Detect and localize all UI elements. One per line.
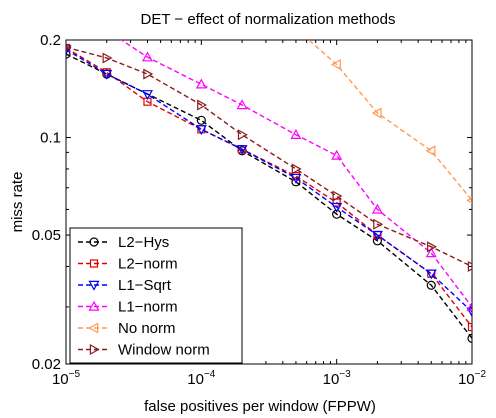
legend-entry: L2−norm — [78, 256, 178, 273]
data-point-circle — [66, 49, 71, 59]
legend-entry: L1−Sqrt — [78, 277, 172, 294]
series-window-norm — [66, 44, 472, 272]
x-axis-label: false positives per window (FPPW) — [144, 398, 376, 415]
data-point-triangle-down — [66, 45, 72, 56]
data-point-circle — [291, 177, 301, 187]
data-point-circle — [196, 115, 206, 125]
data-point-triangle-left — [371, 107, 382, 119]
data-point-triangle-up — [331, 149, 343, 160]
data-point-circle — [467, 333, 472, 343]
y-axis-label: miss rate — [9, 172, 26, 233]
data-point-square — [89, 259, 99, 268]
data-point-triangle-down — [371, 230, 383, 241]
series-line — [120, 40, 472, 308]
series-line — [307, 40, 472, 201]
data-point-triangle-up — [62, 0, 71, 7]
data-point-triangle-down — [88, 280, 100, 291]
y-tick-label: 0.02 — [32, 356, 61, 373]
data-point-triangle-down — [466, 307, 472, 318]
data-point-triangle-right — [197, 99, 208, 111]
data-point-triangle-right — [427, 241, 437, 253]
x-tick-label: 10−5 — [52, 369, 81, 388]
data-point-triangle-up — [290, 129, 302, 139]
data-point-square — [467, 322, 472, 332]
data-point-triangle-down — [425, 269, 437, 280]
legend-entry: No norm — [78, 320, 176, 337]
series-line — [66, 46, 472, 268]
series-line — [66, 48, 472, 313]
data-point-triangle-right — [237, 129, 248, 141]
data-point-triangle-left — [425, 145, 436, 157]
data-point-triangle-up — [141, 51, 153, 62]
data-point-triangle-up — [466, 301, 472, 312]
data-point-triangle-down — [195, 125, 207, 136]
legend-label: L2−Hys — [118, 234, 169, 251]
data-point-triangle-right — [291, 163, 302, 175]
data-point-circle — [332, 209, 342, 219]
series-layer — [62, 0, 472, 343]
data-point-triangle-left — [466, 197, 472, 204]
legend-label: L1−Sqrt — [118, 277, 172, 294]
data-point-triangle-right — [332, 190, 343, 202]
data-point-triangle-down — [101, 69, 113, 80]
data-point-triangle-up — [425, 247, 437, 258]
data-point-triangle-up — [88, 300, 100, 311]
data-point-circle — [89, 237, 99, 247]
data-point-triangle-right — [66, 44, 72, 51]
x-tick-label: 10−4 — [187, 369, 216, 388]
data-point-triangle-right — [143, 68, 154, 80]
data-point-circle — [426, 280, 436, 290]
chart-title: DET − effect of normalization methods — [141, 11, 396, 28]
data-point-triangle-up — [236, 99, 248, 110]
legend-entry: Window norm — [78, 342, 210, 359]
data-point-triangle-right — [373, 218, 384, 230]
legend-label: L2−norm — [118, 256, 178, 273]
series-no-norm — [307, 40, 472, 204]
legend-box — [69, 227, 243, 364]
series-l1-sqrt — [66, 45, 472, 318]
data-point-triangle-up — [195, 78, 207, 89]
legend-entry: L1−norm — [78, 299, 178, 316]
data-point-triangle-down — [290, 173, 302, 184]
data-point-triangle-down — [236, 145, 248, 156]
data-point-triangle-down — [331, 202, 343, 213]
data-point-triangle-left — [330, 59, 341, 71]
legend-label: No norm — [118, 320, 176, 337]
data-point-triangle-down — [141, 90, 153, 101]
x-tick-label: 10−2 — [458, 369, 487, 388]
series-line — [66, 47, 472, 328]
y-tick-label: 0.05 — [32, 227, 61, 244]
data-point-triangle-right — [89, 343, 100, 356]
data-point-triangle-right — [102, 52, 113, 64]
data-point-circle — [372, 236, 383, 246]
legend-label: L1−norm — [118, 299, 178, 316]
data-point-triangle-right — [467, 260, 472, 272]
legend-label: Window norm — [118, 342, 210, 359]
legend-entry: L2−Hys — [78, 234, 169, 251]
y-tick-label: 0.1 — [40, 130, 61, 147]
data-point-triangle-up — [371, 203, 383, 214]
x-tick-label: 10−3 — [323, 369, 352, 388]
data-point-triangle-left — [88, 322, 99, 334]
legend: L2−Hys L2−norm L1−Sqrt L1−norm No norm Window… — [69, 227, 243, 364]
series-l1-norm — [62, 0, 472, 312]
y-tick-label: 0.2 — [40, 32, 61, 49]
